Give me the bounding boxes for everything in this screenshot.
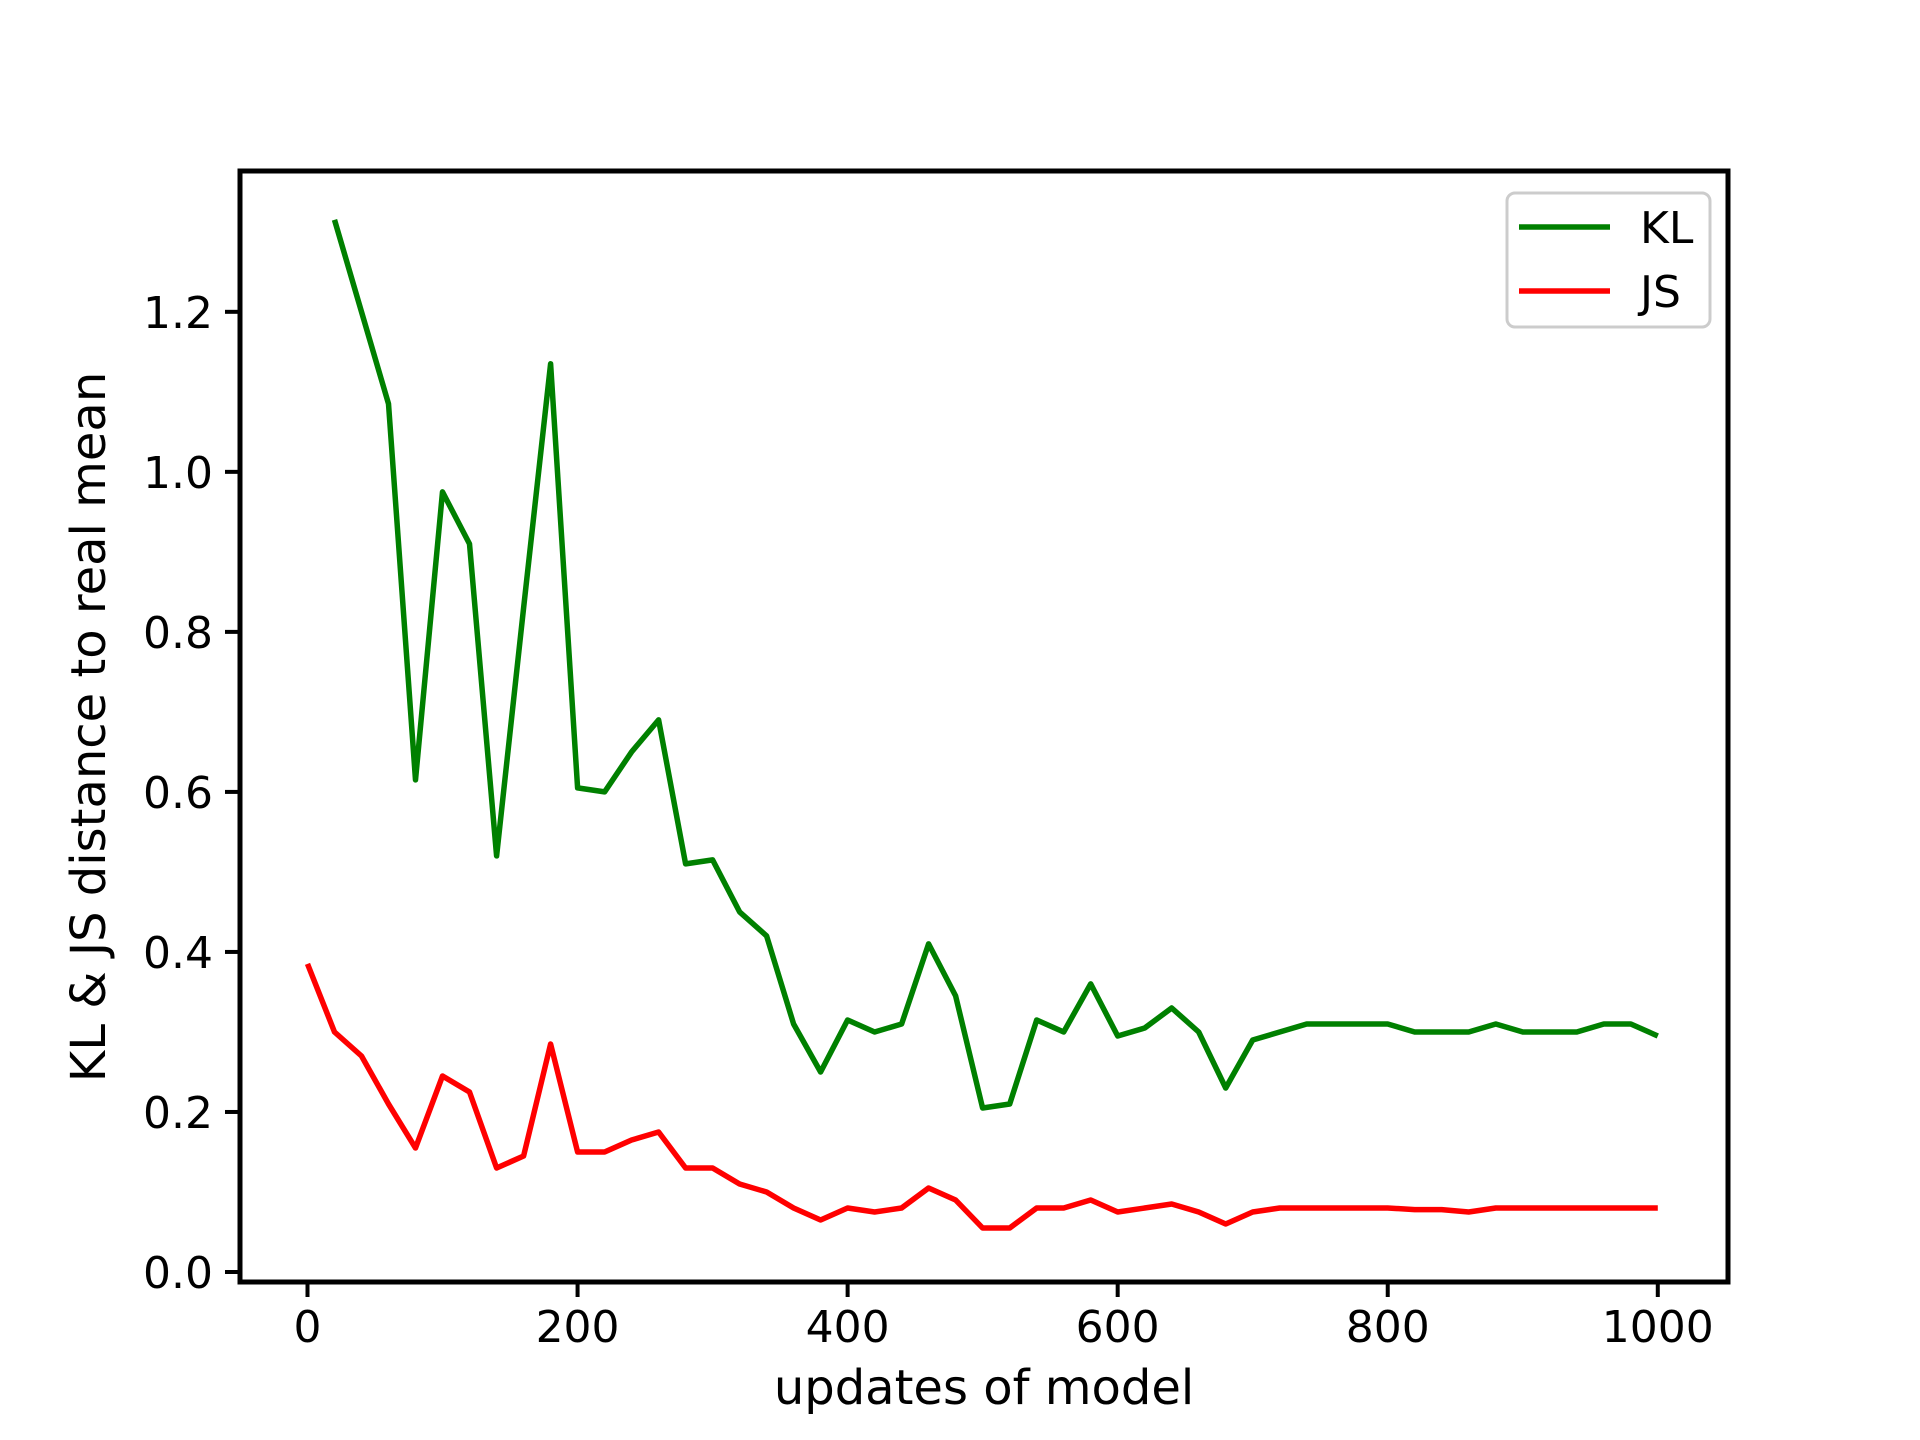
y-tick-label: 0.2 <box>143 1088 213 1139</box>
y-tick-label: 1.2 <box>143 288 213 339</box>
x-tick-label: 1000 <box>1602 1302 1714 1353</box>
x-tick-label: 0 <box>294 1302 322 1353</box>
x-tick-label: 600 <box>1076 1302 1160 1353</box>
x-tick-label: 400 <box>806 1302 890 1353</box>
x-axis-label: updates of model <box>774 1360 1194 1416</box>
y-tick-label: 1.0 <box>143 448 213 499</box>
x-tick-label: 200 <box>536 1302 620 1353</box>
legend-label-kl: KL <box>1640 203 1694 254</box>
series-line-kl <box>331 219 1659 1111</box>
plot-border <box>237 168 1731 1285</box>
series-line-js <box>304 962 1658 1231</box>
legend-label-js: JS <box>1637 267 1681 318</box>
y-tick-label: 0.8 <box>143 608 213 659</box>
axis-ticks: 0 200 400 600 800 1000 0.0 0.2 0.4 0.6 0.8 1.0 1.2 <box>143 288 1714 1353</box>
y-tick-label: 0.4 <box>143 928 213 979</box>
y-tick-label: 0.0 <box>143 1248 213 1299</box>
legend: KL JS <box>1505 191 1712 329</box>
y-tick-label: 0.6 <box>143 768 213 819</box>
x-tick-label: 800 <box>1346 1302 1430 1353</box>
data-series <box>304 219 1659 1231</box>
y-axis-label: KL & JS distance to real mean <box>61 372 117 1082</box>
